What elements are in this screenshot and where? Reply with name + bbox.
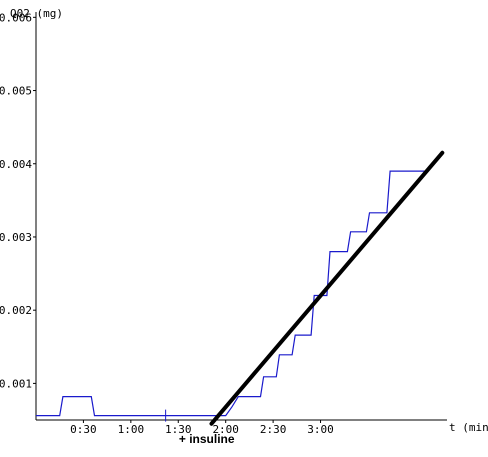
x-ticks: 0:30 1:00 1:30 2:00 2:30 3:00 (70, 420, 334, 436)
axes (35, 12, 447, 421)
y-tick-label: 0.001 (0, 377, 32, 390)
y-axis-label: Q02 (mg) (10, 7, 63, 20)
insuline-annotation: + insuline (179, 432, 235, 446)
x-tick-label: 0:30 (70, 423, 97, 436)
y-tick-label: 0.004 (0, 158, 32, 171)
x-tick-label: 2:30 (260, 423, 287, 436)
trend-series-line (209, 150, 445, 426)
x-tick-label: 3:00 (307, 423, 334, 436)
y-ticks: 0.001 0.002 0.003 0.004 0.005 0.006 (0, 11, 36, 390)
series-layer (36, 150, 445, 426)
x-tick-label: 1:00 (118, 423, 145, 436)
y-tick-label: 0.005 (0, 85, 32, 98)
y-tick-label: 0.003 (0, 231, 32, 244)
x-tick-label: 2:00 (212, 423, 239, 436)
x-tick-label: 1:30 (165, 423, 192, 436)
y-tick-label: 0.002 (0, 304, 32, 317)
measured-series-line (36, 170, 425, 417)
y-tick-label: 0.006 (0, 11, 32, 24)
x-axis-label: t (min) (449, 421, 488, 434)
